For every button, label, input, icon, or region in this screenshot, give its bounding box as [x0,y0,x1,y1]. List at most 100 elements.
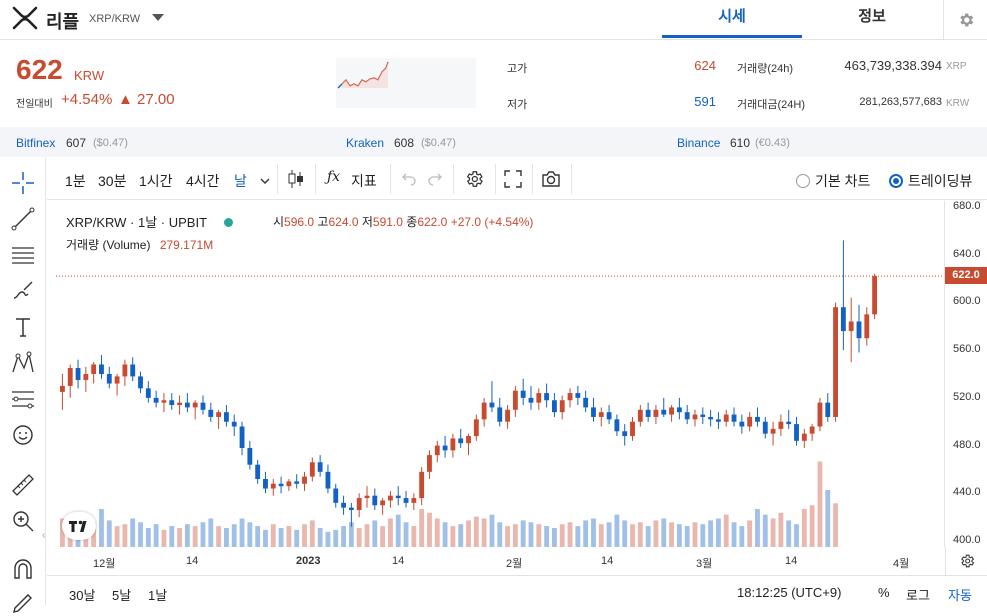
volume-bar [653,520,659,547]
chevron-down-icon[interactable] [152,14,164,21]
tab-info[interactable]: 정보 [858,8,886,25]
clock-time[interactable]: 18:12:25 (UTC+9) [737,585,842,600]
percent-toggle[interactable]: % [878,585,890,600]
volume-bar [403,522,409,547]
candle-body [106,374,112,384]
candle-body [809,426,815,434]
candle-body [497,407,503,422]
candle-body [559,400,565,413]
candle-type-button[interactable] [287,169,305,192]
candle-body [153,397,159,403]
volume-bar [552,528,557,547]
volume-bar [637,522,643,547]
ruler-icon[interactable] [10,472,36,498]
interval-day[interactable]: 날 [234,173,247,189]
volume-bar [497,522,503,547]
indicator-button[interactable]: 지표 [351,173,377,189]
exchange-sub: ($0.47) [421,137,456,149]
volume-bar [317,528,323,547]
candle-body [442,445,448,451]
volume-bar [216,526,222,547]
exchange-name[interactable]: Kraken [346,136,385,150]
volume-bar [364,524,370,547]
auto-toggle[interactable]: 자동 [948,588,972,603]
basic-chart-radio[interactable]: 기본 차트 [796,171,870,191]
volume-bar [809,505,815,547]
chart-settings-icon[interactable] [464,169,484,192]
range-5d[interactable]: 5날 [112,588,132,603]
exchange-name[interactable]: Binance [677,136,721,150]
candle-body [177,402,182,406]
volume-bar [762,514,768,547]
volume-bar [505,526,510,547]
interval-4h[interactable]: 4시간 [186,173,220,189]
candle-body [450,438,456,451]
emoji-icon[interactable] [10,422,36,448]
volume-bar [669,522,674,547]
exchange-name[interactable]: Bitfinex [16,136,56,150]
toolbar-divider [315,164,316,194]
radio-selected-icon [889,174,903,188]
volume-bar [278,528,284,547]
crosshair-icon[interactable] [10,170,36,196]
volume-bar [231,524,237,547]
candlestick-chart[interactable] [56,201,944,547]
settings-button[interactable] [943,0,987,40]
zoom-in-icon[interactable] [10,508,36,534]
volume-bar [825,490,831,547]
candle-body [755,416,760,422]
volume-bar [427,512,432,547]
candle-body [536,393,542,403]
axis-settings-button[interactable] [945,547,987,575]
candle-body [864,314,870,339]
interval-1h[interactable]: 1시간 [139,173,173,189]
interval-30m[interactable]: 30분 [98,173,127,189]
tab-quote[interactable]: 시세 [662,0,802,38]
brush-icon[interactable] [10,278,36,304]
candle-body [817,402,823,427]
trend-line-icon[interactable] [10,206,36,232]
collapse-toolbar-icon[interactable]: ‹ [42,530,46,541]
interval-1m[interactable]: 1분 [65,173,86,189]
candle-body [122,364,128,377]
candle-body [575,393,581,398]
candle-body [801,433,807,441]
camera-icon[interactable] [541,170,561,191]
candle-body [840,307,846,332]
volume-value: 463,739,338.394 [844,58,942,73]
time-axis[interactable]: 12월 14 2023 14 2월 14 3월 14 4월 [56,547,944,575]
volume-bar [138,522,143,547]
pencil-icon[interactable] [10,590,36,616]
volume-bar [731,522,737,547]
range-30d[interactable]: 30날 [69,588,96,603]
fullscreen-icon[interactable] [504,170,522,191]
candle-body [99,364,104,374]
function-icon[interactable]: ƒx [327,169,341,185]
range-1d[interactable]: 1날 [148,588,168,603]
volume-bar [169,526,175,547]
candle-body [380,500,386,506]
candle-body [200,402,206,410]
pattern-icon[interactable] [10,350,36,376]
candle-body [739,421,745,427]
magnet-icon[interactable] [10,556,36,582]
candle-body [309,462,315,477]
candle-body [794,424,799,441]
time-axis-label: 2월 [506,558,523,570]
price-axis[interactable]: 680.0 640.0 600.0 560.0 520.0 480.0 440.0 400.0 [944,199,987,547]
measure-lines-icon[interactable] [10,386,36,412]
undo-icon[interactable] [401,170,417,189]
horizontal-lines-icon[interactable] [10,242,36,268]
redo-icon[interactable] [427,170,443,189]
time-axis-label: 14 [785,555,798,567]
exchange-price: 607 [66,136,87,150]
chevron-down-icon[interactable] [259,173,271,189]
text-icon[interactable] [10,314,36,340]
trading-view-radio[interactable]: 트레이딩뷰 [889,171,972,191]
price-axis-label: 680.0 [953,199,981,212]
tradingview-logo[interactable] [62,512,96,540]
high-value: 624 [694,58,716,73]
change-value: +27.0 (+4.54%) [450,215,534,229]
volume-bar [591,518,596,547]
log-toggle[interactable]: 로그 [906,588,930,603]
